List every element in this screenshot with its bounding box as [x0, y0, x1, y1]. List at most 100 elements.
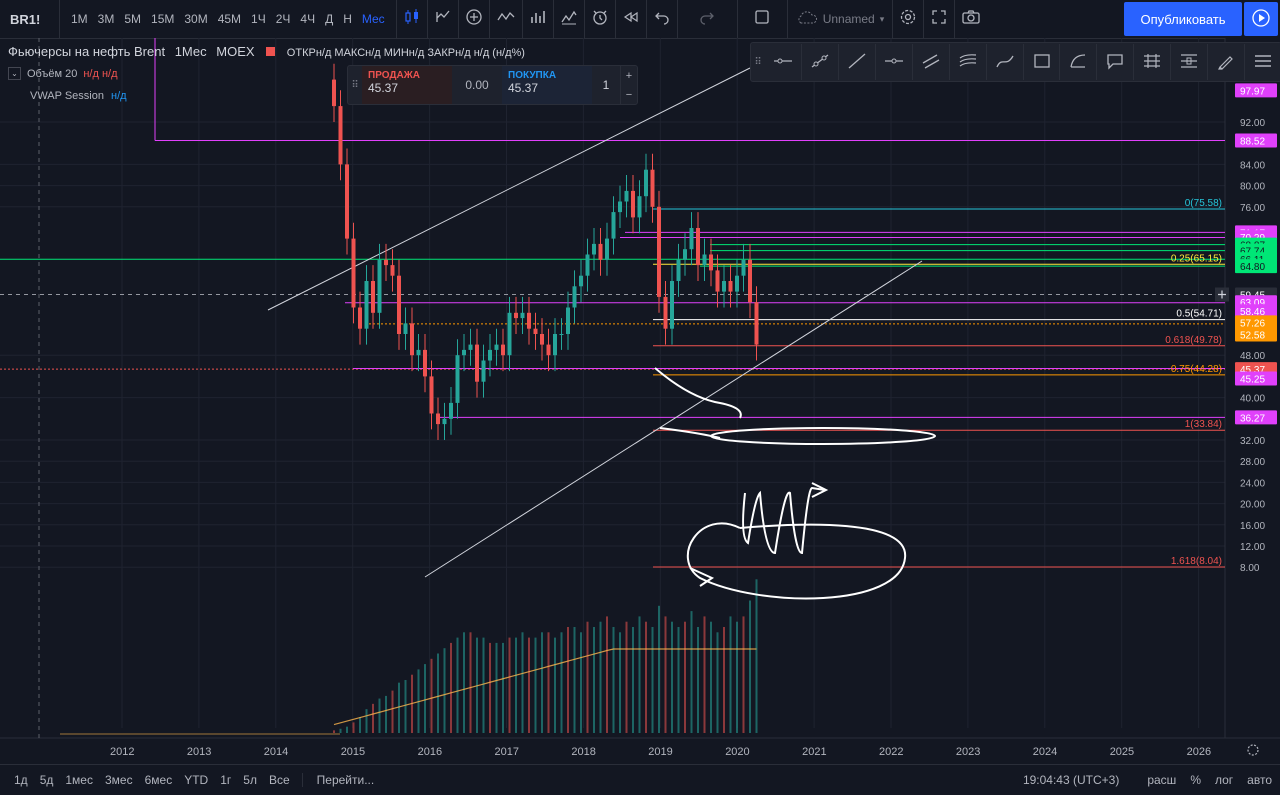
decrease-button[interactable]: − — [625, 88, 633, 101]
price-badge-0: 97.97 — [1240, 86, 1265, 97]
brush-tool[interactable] — [1060, 44, 1098, 80]
increase-button[interactable]: + — [625, 69, 633, 82]
bar-chart-icon — [529, 8, 547, 30]
volume-bar — [359, 717, 361, 733]
more-tools-button[interactable] — [1245, 44, 1280, 80]
quantity-input[interactable]: 1 — [602, 78, 610, 92]
volume-bar — [398, 682, 400, 733]
volume-bar — [703, 616, 706, 733]
volume-bar — [755, 579, 758, 733]
candle-body — [416, 349, 421, 356]
timeframe-3[interactable]: 15M — [151, 12, 175, 26]
clock-time[interactable]: 19:04:43 (UTC+3) — [1022, 773, 1120, 787]
sell-label: ПРОДАЖА — [368, 70, 420, 81]
collapse-icon[interactable]: ⌄ — [8, 67, 21, 80]
candle-body — [579, 275, 583, 287]
horizontal-line-tool[interactable] — [876, 44, 913, 80]
extended-line-tool[interactable] — [839, 44, 876, 80]
fib-tool[interactable] — [1134, 44, 1172, 80]
undo-button[interactable] — [647, 0, 678, 38]
timeframe-11[interactable]: Мес — [361, 12, 385, 26]
volume-bar — [710, 621, 712, 733]
horizontal-ray-tool[interactable] — [765, 44, 802, 80]
templates-button[interactable] — [554, 0, 585, 38]
sell-button[interactable]: ПРОДАЖА 45.37 — [362, 66, 452, 104]
rectangle-tool[interactable] — [1024, 44, 1061, 80]
regression-tool[interactable] — [950, 44, 987, 80]
fib-extension-tool[interactable] — [1171, 44, 1209, 80]
time-tick-10: 2022 — [879, 746, 903, 758]
volume-bar — [677, 627, 680, 733]
alert-button[interactable] — [585, 0, 616, 38]
volume-bar — [339, 728, 342, 733]
drag-handle-icon[interactable]: ⠿ — [351, 79, 359, 91]
redo-button[interactable] — [678, 0, 738, 38]
price-badge-14: 45.25 — [1240, 375, 1265, 386]
add-indicator-button[interactable] — [459, 0, 490, 38]
price-chart[interactable]: 0(75.58) 0.25(65.15) 0.5(54.71) 0.618(49.78… — [0, 38, 1280, 764]
drag-handle-icon[interactable]: ⠿ — [754, 56, 762, 68]
fullscreen-select-button[interactable] — [738, 0, 788, 38]
auto-scale-toggle[interactable]: авто — [1247, 773, 1272, 787]
replay-button[interactable] — [616, 0, 647, 38]
timeframe-7[interactable]: 2Ч — [275, 12, 291, 26]
range-8[interactable]: Все — [268, 773, 290, 787]
timeframe-4[interactable]: 30M — [184, 12, 208, 26]
range-6[interactable]: 1г — [220, 773, 232, 787]
timeframe-6[interactable]: 1Ч — [251, 12, 266, 26]
candle-body — [429, 376, 434, 414]
range-7[interactable]: 5л — [243, 773, 257, 787]
camera-icon — [961, 8, 981, 30]
candles-style-button[interactable] — [397, 0, 428, 38]
range-0[interactable]: 1д — [14, 773, 28, 787]
range-1[interactable]: 5д — [39, 773, 54, 787]
layout-selector[interactable]: Unnamed ▾ — [788, 0, 894, 38]
timeframe-1[interactable]: 3M — [97, 12, 115, 26]
timeframe-9[interactable]: Д — [325, 12, 334, 26]
volume-bar — [547, 632, 550, 733]
extended-hours-toggle[interactable]: расш — [1147, 773, 1177, 787]
snapshot-button[interactable] — [955, 0, 987, 38]
price-tick-8: 24.00 — [1240, 478, 1265, 489]
pitchfork-tool[interactable] — [987, 44, 1024, 80]
candle-body — [403, 323, 408, 334]
trend-line-tool[interactable] — [802, 44, 839, 80]
price-badge-bg — [1235, 259, 1277, 274]
fib-label-5: 1(33.84) — [1185, 419, 1222, 430]
indicators-button[interactable] — [490, 0, 523, 38]
settings-button[interactable] — [893, 0, 925, 38]
channel-icon — [920, 52, 942, 73]
expand-icon — [930, 8, 948, 30]
time-axis-bg — [0, 738, 1280, 764]
range-2[interactable]: 1мес — [65, 773, 93, 787]
goto-date-button[interactable]: Перейти... — [301, 773, 374, 787]
range-4[interactable]: 6мес — [144, 773, 173, 787]
callout-tool[interactable] — [1097, 44, 1135, 80]
log-scale-toggle[interactable]: лог — [1214, 773, 1234, 787]
range-3[interactable]: 3мес — [104, 773, 133, 787]
timeframe-10[interactable]: Н — [343, 12, 352, 26]
candle-body — [533, 328, 538, 334]
compare-button[interactable] — [428, 0, 459, 38]
price-badge-bg — [1235, 371, 1277, 386]
publish-play-button[interactable] — [1244, 2, 1278, 36]
hand-arrow-left — [689, 567, 715, 587]
timeframe-2[interactable]: 5M — [124, 12, 142, 26]
volume-bar — [625, 621, 628, 733]
buy-button[interactable]: ПОКУПКА 45.37 — [502, 66, 592, 104]
pencil-tool[interactable] — [1208, 44, 1246, 80]
sell-price: 45.37 — [368, 81, 399, 95]
financials-button[interactable] — [523, 0, 554, 38]
legend-ohlc: ОТКРн/д МАКСн/д МИНн/д ЗАКРн/д н/д (н/д%… — [286, 47, 525, 59]
timeframe-5[interactable]: 45M — [217, 12, 242, 26]
fib-label-4: 0.75(44.28) — [1171, 364, 1222, 375]
parallel-channel-tool[interactable] — [913, 44, 950, 80]
percent-scale-toggle[interactable]: % — [1190, 773, 1201, 787]
timeframe-8[interactable]: 4Ч — [300, 12, 316, 26]
range-5[interactable]: YTD — [184, 773, 209, 787]
symbol-search[interactable]: BR1! — [0, 0, 60, 38]
publish-button[interactable]: Опубликовать — [1124, 2, 1242, 36]
timeframe-0[interactable]: 1M — [71, 12, 88, 26]
price-badge-13: 45.37 — [1240, 365, 1265, 376]
fullscreen-button[interactable] — [924, 0, 956, 38]
